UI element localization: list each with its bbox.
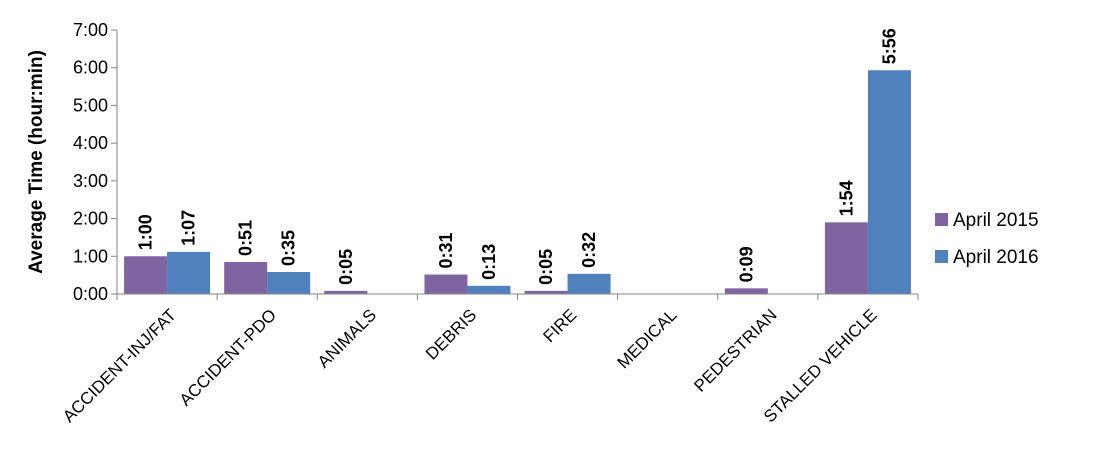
data-label: 0:05 <box>336 249 356 285</box>
data-label: 0:51 <box>236 220 256 256</box>
y-tick-label: 2:00 <box>73 209 108 229</box>
bar <box>124 256 168 294</box>
y-tick-label: 3:00 <box>73 171 108 191</box>
legend-label: April 2015 <box>953 210 1039 231</box>
data-label: 0:35 <box>279 230 299 266</box>
y-tick-label: 1:00 <box>73 246 108 266</box>
y-axis-title: Average Time (hour:min) <box>26 50 47 274</box>
category-label: DEBRIS <box>422 305 480 363</box>
y-tick-label: 0:00 <box>73 284 108 304</box>
axes <box>116 30 919 300</box>
y-tick-label: 6:00 <box>73 58 108 78</box>
data-label: 0:09 <box>736 246 756 282</box>
data-label: 0:32 <box>579 232 599 268</box>
bar <box>567 273 611 294</box>
y-axis-ticks: 0:00 1:00 2:00 3:00 4:00 5:00 6:00 7:00 <box>73 20 117 304</box>
category-label: MEDICAL <box>614 305 681 372</box>
y-tick-label: 5:00 <box>73 95 108 115</box>
data-label: 1:54 <box>836 180 856 216</box>
bars <box>124 70 911 294</box>
category-label: ACCIDENT-PDO <box>176 305 280 409</box>
category-label: STALLED VEHICLE <box>760 305 881 426</box>
legend-swatch <box>935 213 948 226</box>
bar <box>524 290 568 294</box>
data-label: 0:13 <box>479 244 499 280</box>
data-label: 1:07 <box>179 210 199 246</box>
bar <box>167 251 211 294</box>
bar <box>724 288 768 294</box>
legend-swatch <box>935 250 948 263</box>
bar <box>467 285 511 294</box>
data-label: 1:00 <box>136 214 156 250</box>
category-label: ANIMALS <box>314 305 380 371</box>
category-label: ACCIDENT-INJ/FAT <box>59 305 180 426</box>
y-tick-label: 4:00 <box>73 133 108 153</box>
legend-label: April 2016 <box>953 247 1039 268</box>
bar <box>224 261 268 294</box>
bar <box>867 70 911 294</box>
data-label: 0:05 <box>536 249 556 285</box>
data-label: 0:31 <box>436 232 456 268</box>
data-label: 5:56 <box>879 28 899 64</box>
bar <box>267 272 311 294</box>
legend: April 2015 April 2016 <box>935 210 1039 268</box>
bar <box>324 290 368 294</box>
y-tick-label: 7:00 <box>73 20 108 40</box>
data-labels: 1:00 0:51 0:05 0:31 0:05 0:09 1:54 1:07 0:35 0:13… <box>136 28 900 285</box>
category-label: PEDESTRIAN <box>690 305 780 395</box>
bar <box>424 274 468 294</box>
category-label: FIRE <box>540 305 581 346</box>
bar <box>824 222 868 294</box>
